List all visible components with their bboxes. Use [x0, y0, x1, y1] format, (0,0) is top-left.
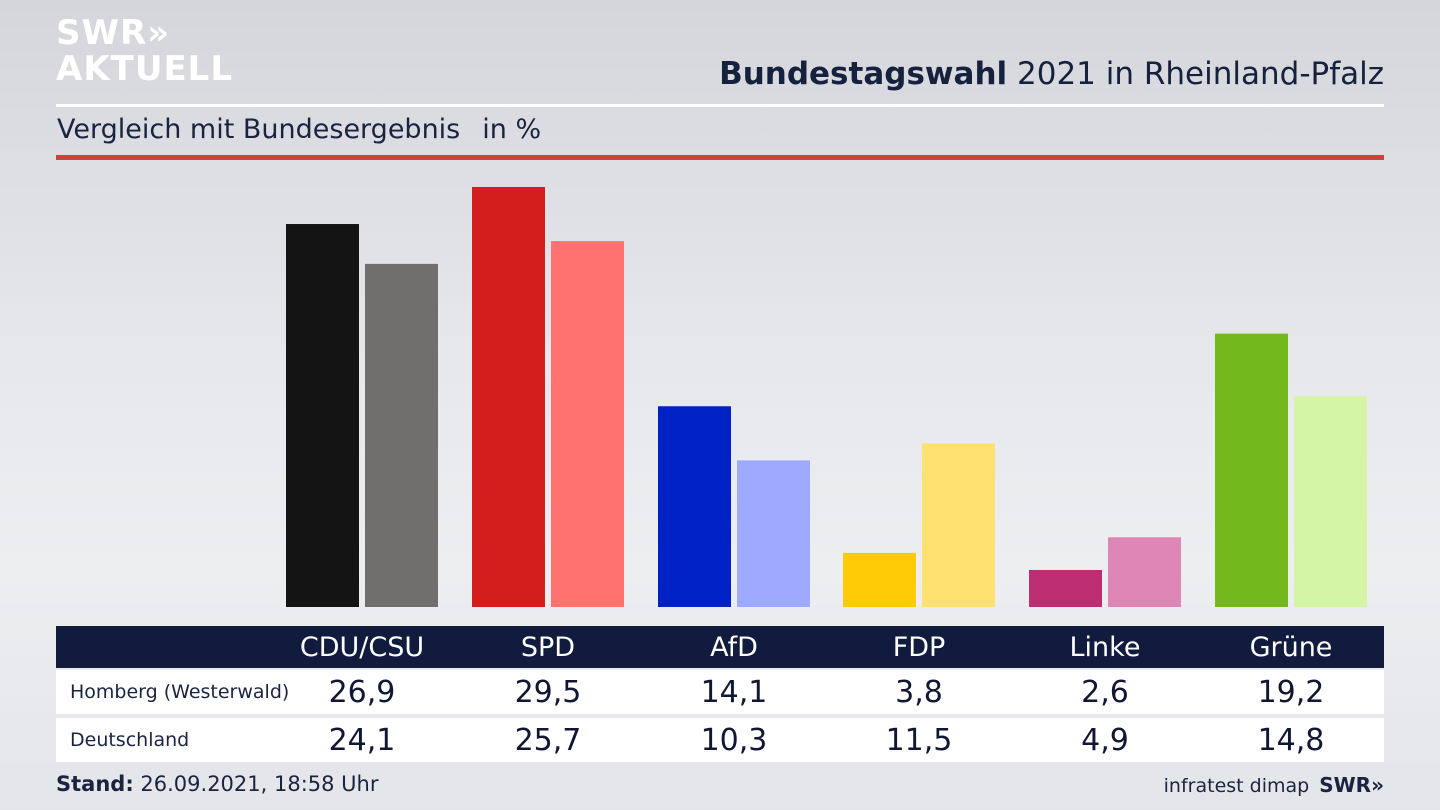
- table-cell: 29,5: [514, 674, 582, 710]
- subtitle-divider: [56, 155, 1384, 160]
- bar-grüne-homberg: [1215, 333, 1288, 607]
- column-header: Linke: [1069, 631, 1141, 663]
- bar-afd-homberg: [658, 406, 731, 607]
- results-table: CDU/CSU SPD AfD FDP Linke Grüne Homberg (West…: [56, 626, 1384, 762]
- bar-spd-homberg: [472, 187, 545, 607]
- table-row-homberg: Homberg (Westerwald) 26,9 29,5 14,1 3,8 2,6 1…: [56, 670, 1384, 714]
- table-cell: 24,1: [328, 722, 396, 758]
- table-cell: 14,8: [1257, 722, 1325, 758]
- timestamp: Stand: 26.09.2021, 18:58 Uhr: [56, 772, 379, 796]
- bar-chart: [286, 187, 1367, 608]
- table-cell: 2,6: [1081, 674, 1129, 710]
- logo-line-aktuell: AKTUELL: [56, 49, 234, 89]
- header-divider: [56, 104, 1384, 107]
- column-header: Grüne: [1249, 631, 1333, 663]
- bar-cducsu-homberg: [286, 224, 359, 607]
- table-cell: 19,2: [1257, 674, 1325, 710]
- column-header: FDP: [892, 631, 946, 663]
- source-credit: infratest dimap SWR»: [1164, 773, 1384, 797]
- unit-label: in %: [482, 114, 542, 145]
- stand-label: Stand:: [56, 772, 134, 796]
- chart-title: Bundestagswahl 2021 in Rheinland-Pfalz: [719, 56, 1384, 92]
- bar-cducsu-deutschland: [365, 263, 438, 607]
- row-label: Deutschland: [70, 729, 190, 751]
- bar-fdp-homberg: [843, 552, 916, 607]
- swr-footer-logo: SWR»: [1319, 773, 1384, 797]
- table-cell: 14,1: [700, 674, 768, 710]
- bar-linke-homberg: [1029, 569, 1102, 607]
- bar-afd-deutschland: [737, 460, 810, 607]
- table-cell: 26,9: [328, 674, 396, 710]
- table-cell: 3,8: [895, 674, 943, 710]
- logo-line-swr: SWR»: [56, 13, 171, 53]
- bar-fdp-deutschland: [922, 443, 995, 607]
- chart-title-bold: Bundestagswahl: [719, 56, 1008, 92]
- column-header: CDU/CSU: [299, 631, 425, 663]
- bar-grüne-deutschland: [1294, 396, 1367, 607]
- table-row-deutschland: Deutschland 24,1 25,7 10,3 11,5 4,9 14,8: [56, 718, 1384, 762]
- row-label: Homberg (Westerwald): [70, 681, 290, 703]
- bar-spd-deutschland: [551, 241, 624, 608]
- table-header: CDU/CSU SPD AfD FDP Linke Grüne: [56, 626, 1384, 668]
- table-cell: 25,7: [514, 722, 582, 758]
- chart-subtitle: Vergleich mit Bundesergebnis in %: [57, 114, 541, 145]
- swr-aktuell-logo: SWR» AKTUELL: [56, 16, 233, 86]
- table-cell: 11,5: [885, 722, 953, 758]
- source-text: infratest dimap: [1163, 775, 1310, 797]
- bar-linke-deutschland: [1108, 537, 1181, 607]
- chart-title-rest: 2021 in Rheinland-Pfalz: [1007, 56, 1384, 92]
- subtitle-text: Vergleich mit Bundesergebnis: [57, 114, 461, 145]
- table-cell: 4,9: [1081, 722, 1129, 758]
- stand-value: 26.09.2021, 18:58 Uhr: [133, 772, 379, 796]
- table-cell: 10,3: [700, 722, 768, 758]
- column-header: AfD: [710, 631, 758, 663]
- column-header: SPD: [520, 631, 576, 663]
